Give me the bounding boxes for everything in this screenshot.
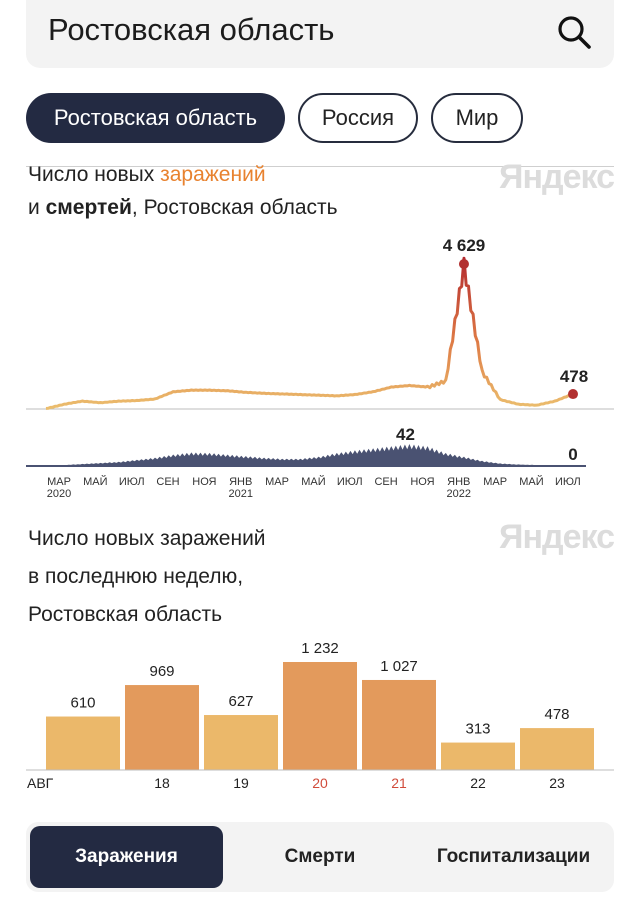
bar[interactable] xyxy=(125,685,199,770)
chart2-title-line3: Ростовская область xyxy=(28,603,223,626)
search-bar[interactable]: Ростовская область xyxy=(26,0,614,68)
bar-value-label: 1 232 xyxy=(301,640,339,657)
month-tick-label: ЯНВ xyxy=(447,476,470,488)
weekly-cases-bar-chart: 610 969 627 1 232 1 027 313 478 АВГ 18 19 20 21 22 2… xyxy=(26,640,614,791)
bar[interactable] xyxy=(204,715,278,770)
bar-category-label: АВГ xyxy=(27,775,54,791)
month-axis: МАР МАЙ ИЮЛ СЕН НОЯ ЯНВ МАР МАЙ ИЮЛ СЕН НОЯ ЯНВ МАР М… xyxy=(47,475,581,500)
month-tick-label: ИЮЛ xyxy=(119,476,145,488)
chart2-title: Число новых заражений в последнюю неделю… xyxy=(28,520,266,634)
chart1-title: Число новых заражений и смертей, Ростовс… xyxy=(28,158,338,224)
tab-infections[interactable]: Заражения xyxy=(30,826,223,888)
bar-category-label: 19 xyxy=(233,775,249,791)
month-tick-label: МАЙ xyxy=(301,475,325,488)
bar[interactable] xyxy=(441,742,515,770)
chart1-title-part1: Число новых xyxy=(28,163,161,186)
region-tab-rostov[interactable]: Ростовская область xyxy=(26,93,285,143)
month-tick-label: МАЙ xyxy=(83,475,107,488)
search-input[interactable]: Ростовская область xyxy=(48,12,335,47)
bar-value-label: 1 027 xyxy=(380,658,418,675)
month-tick-label: МАР xyxy=(483,476,507,488)
cases-last-point xyxy=(568,389,578,400)
region-tab-russia[interactable]: Россия xyxy=(298,93,418,143)
region-tab-world[interactable]: Мир xyxy=(431,93,523,143)
bar-category-label: 20 xyxy=(312,775,328,791)
year-tick-label: 2021 xyxy=(228,488,252,500)
year-tick-label: 2020 xyxy=(47,488,71,500)
bar-value-label: 969 xyxy=(149,663,174,680)
cases-deaths-chart: 4 629 478 42 0 МАР МАЙ ИЮЛ СЕН НОЯ ЯНВ МАР МАЙ И… xyxy=(26,236,614,500)
bars-group: 610 969 627 1 232 1 027 313 478 xyxy=(46,640,594,770)
metric-tabs: Заражения Смерти Госпитализации xyxy=(26,822,614,892)
bar[interactable] xyxy=(46,716,120,770)
bar[interactable] xyxy=(362,679,436,770)
tab-hospitalizations[interactable]: Госпитализации xyxy=(436,846,591,867)
chart1-watermark: Яндекс xyxy=(499,158,615,196)
chart2-title-line2: в последнюю неделю, xyxy=(28,565,244,588)
divider xyxy=(26,166,614,167)
year-tick-label: 2022 xyxy=(447,488,471,500)
chart1-title-accent: заражений xyxy=(160,163,266,186)
cases-peak-point xyxy=(458,259,469,269)
deaths-series-area xyxy=(46,444,573,466)
bar-category-label: 21 xyxy=(391,775,407,791)
bar-value-label: 610 xyxy=(70,695,95,712)
chart2-title-line1: Число новых заражений xyxy=(28,527,266,550)
bar-value-label: 627 xyxy=(228,693,253,710)
month-tick-label: ИЮЛ xyxy=(337,476,363,488)
bar-category-label: 23 xyxy=(549,775,565,791)
month-tick-label: МАР xyxy=(47,476,71,488)
month-tick-label: ИЮЛ xyxy=(555,476,581,488)
search-icon[interactable] xyxy=(556,14,592,50)
bar[interactable] xyxy=(520,728,594,770)
chart1-title-part2: и xyxy=(28,196,46,219)
cases-last-label: 478 xyxy=(560,367,588,386)
bar-category-label: 18 xyxy=(154,775,170,791)
month-tick-label: НОЯ xyxy=(192,476,216,488)
month-tick-label: НОЯ xyxy=(410,476,434,488)
bar-value-label: 478 xyxy=(544,706,569,723)
month-tick-label: СЕН xyxy=(156,476,179,488)
bar[interactable] xyxy=(283,662,357,770)
month-tick-label: ЯНВ xyxy=(229,476,252,488)
cases-series-line xyxy=(45,256,574,410)
month-tick-label: МАЙ xyxy=(519,475,543,488)
chart1-title-bold: смертей xyxy=(45,196,132,219)
bar-axis-labels: АВГ 18 19 20 21 22 23 xyxy=(27,775,565,791)
deaths-peak-label: 42 xyxy=(396,425,415,444)
month-tick-label: МАР xyxy=(265,476,289,488)
bar-value-label: 313 xyxy=(465,721,490,738)
chart1-title-part3: , Ростовская область xyxy=(131,196,338,219)
chart2-watermark: Яндекс xyxy=(499,518,615,556)
deaths-last-label: 0 xyxy=(568,445,577,464)
tab-deaths[interactable]: Смерти xyxy=(284,846,356,867)
bar-category-label: 22 xyxy=(470,775,486,791)
month-tick-label: СЕН xyxy=(374,476,397,488)
cases-peak-label: 4 629 xyxy=(443,236,486,255)
